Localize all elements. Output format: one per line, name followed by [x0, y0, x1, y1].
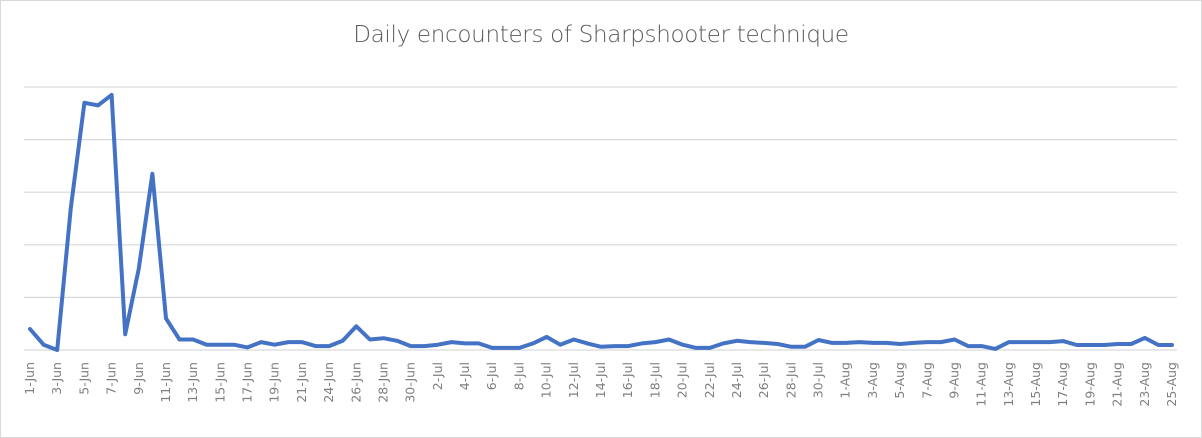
x-tick-label: 11-Aug [974, 362, 989, 407]
x-tick-label: 13-Jun [185, 362, 200, 403]
x-tick-label: 30-Jun [403, 362, 418, 403]
encounters-series-line [28, 92, 1174, 352]
x-tick-label: 6-Jul [484, 362, 499, 390]
x-tick-label: 21-Jun [294, 362, 309, 403]
x-tick-label: 26-Jun [348, 362, 363, 403]
x-tick-label: 19-Aug [1082, 362, 1097, 407]
x-tick-label: 28-Jul [783, 362, 798, 398]
x-tick-label: 17-Aug [1055, 362, 1070, 407]
x-tick-label: 11-Jun [158, 362, 173, 403]
x-tick-label: 5-Aug [892, 362, 907, 399]
x-tick-label: 25-Aug [1164, 362, 1179, 407]
x-tick-label: 15-Aug [1028, 362, 1043, 407]
x-tick-label: 21-Aug [1110, 362, 1125, 407]
x-tick-label: 10-Jul [539, 362, 554, 398]
x-tick-label: 19-Jun [267, 362, 282, 403]
x-tick-label: 8-Jul [511, 362, 526, 390]
x-tick-label: 23-Aug [1137, 362, 1152, 407]
x-tick-label: 13-Aug [1001, 362, 1016, 407]
x-tick-label: 7-Jun [104, 362, 119, 395]
x-tick-label: 5-Jun [76, 362, 91, 395]
x-tick-label: 3-Jun [49, 362, 64, 395]
x-tick-label: 12-Jul [566, 362, 581, 398]
x-tick-label: 26-Jul [756, 362, 771, 398]
x-tick-label: 24-Jun [321, 362, 336, 403]
chart-title: Daily encounters of Sharpshooter techniq… [353, 22, 849, 48]
x-axis-tick-labels: 1-Jun 3-Jun 5-Jun 7-Jun 9-Jun 11-Jun 13-Jun 15-… [22, 362, 1179, 407]
x-tick-label: 2-Jul [430, 362, 445, 390]
x-tick-label: 9-Jun [131, 362, 146, 395]
x-tick-label: 14-Jul [593, 362, 608, 398]
x-tick-label: 20-Jul [675, 362, 690, 398]
x-tick-label: 15-Jun [212, 362, 227, 403]
x-tick-label: 1-Jun [22, 362, 37, 395]
x-tick-label: 7-Aug [919, 362, 934, 399]
x-tick-label: 4-Jul [457, 362, 472, 390]
x-tick-label: 1-Aug [838, 362, 853, 399]
x-tick-label: 24-Jul [729, 362, 744, 398]
x-tick-label: 16-Jul [620, 362, 635, 398]
x-tick-label: 28-Jun [375, 362, 390, 403]
x-tick-label: 18-Jul [647, 362, 662, 398]
x-tick-label: 17-Jun [240, 362, 255, 403]
x-tick-label: 22-Jul [702, 362, 717, 398]
x-tick-label: 3-Aug [865, 362, 880, 399]
x-tick-label: 30-Jul [811, 362, 826, 398]
y-gridlines [24, 86, 1177, 351]
x-tick-label: 9-Aug [946, 362, 961, 399]
